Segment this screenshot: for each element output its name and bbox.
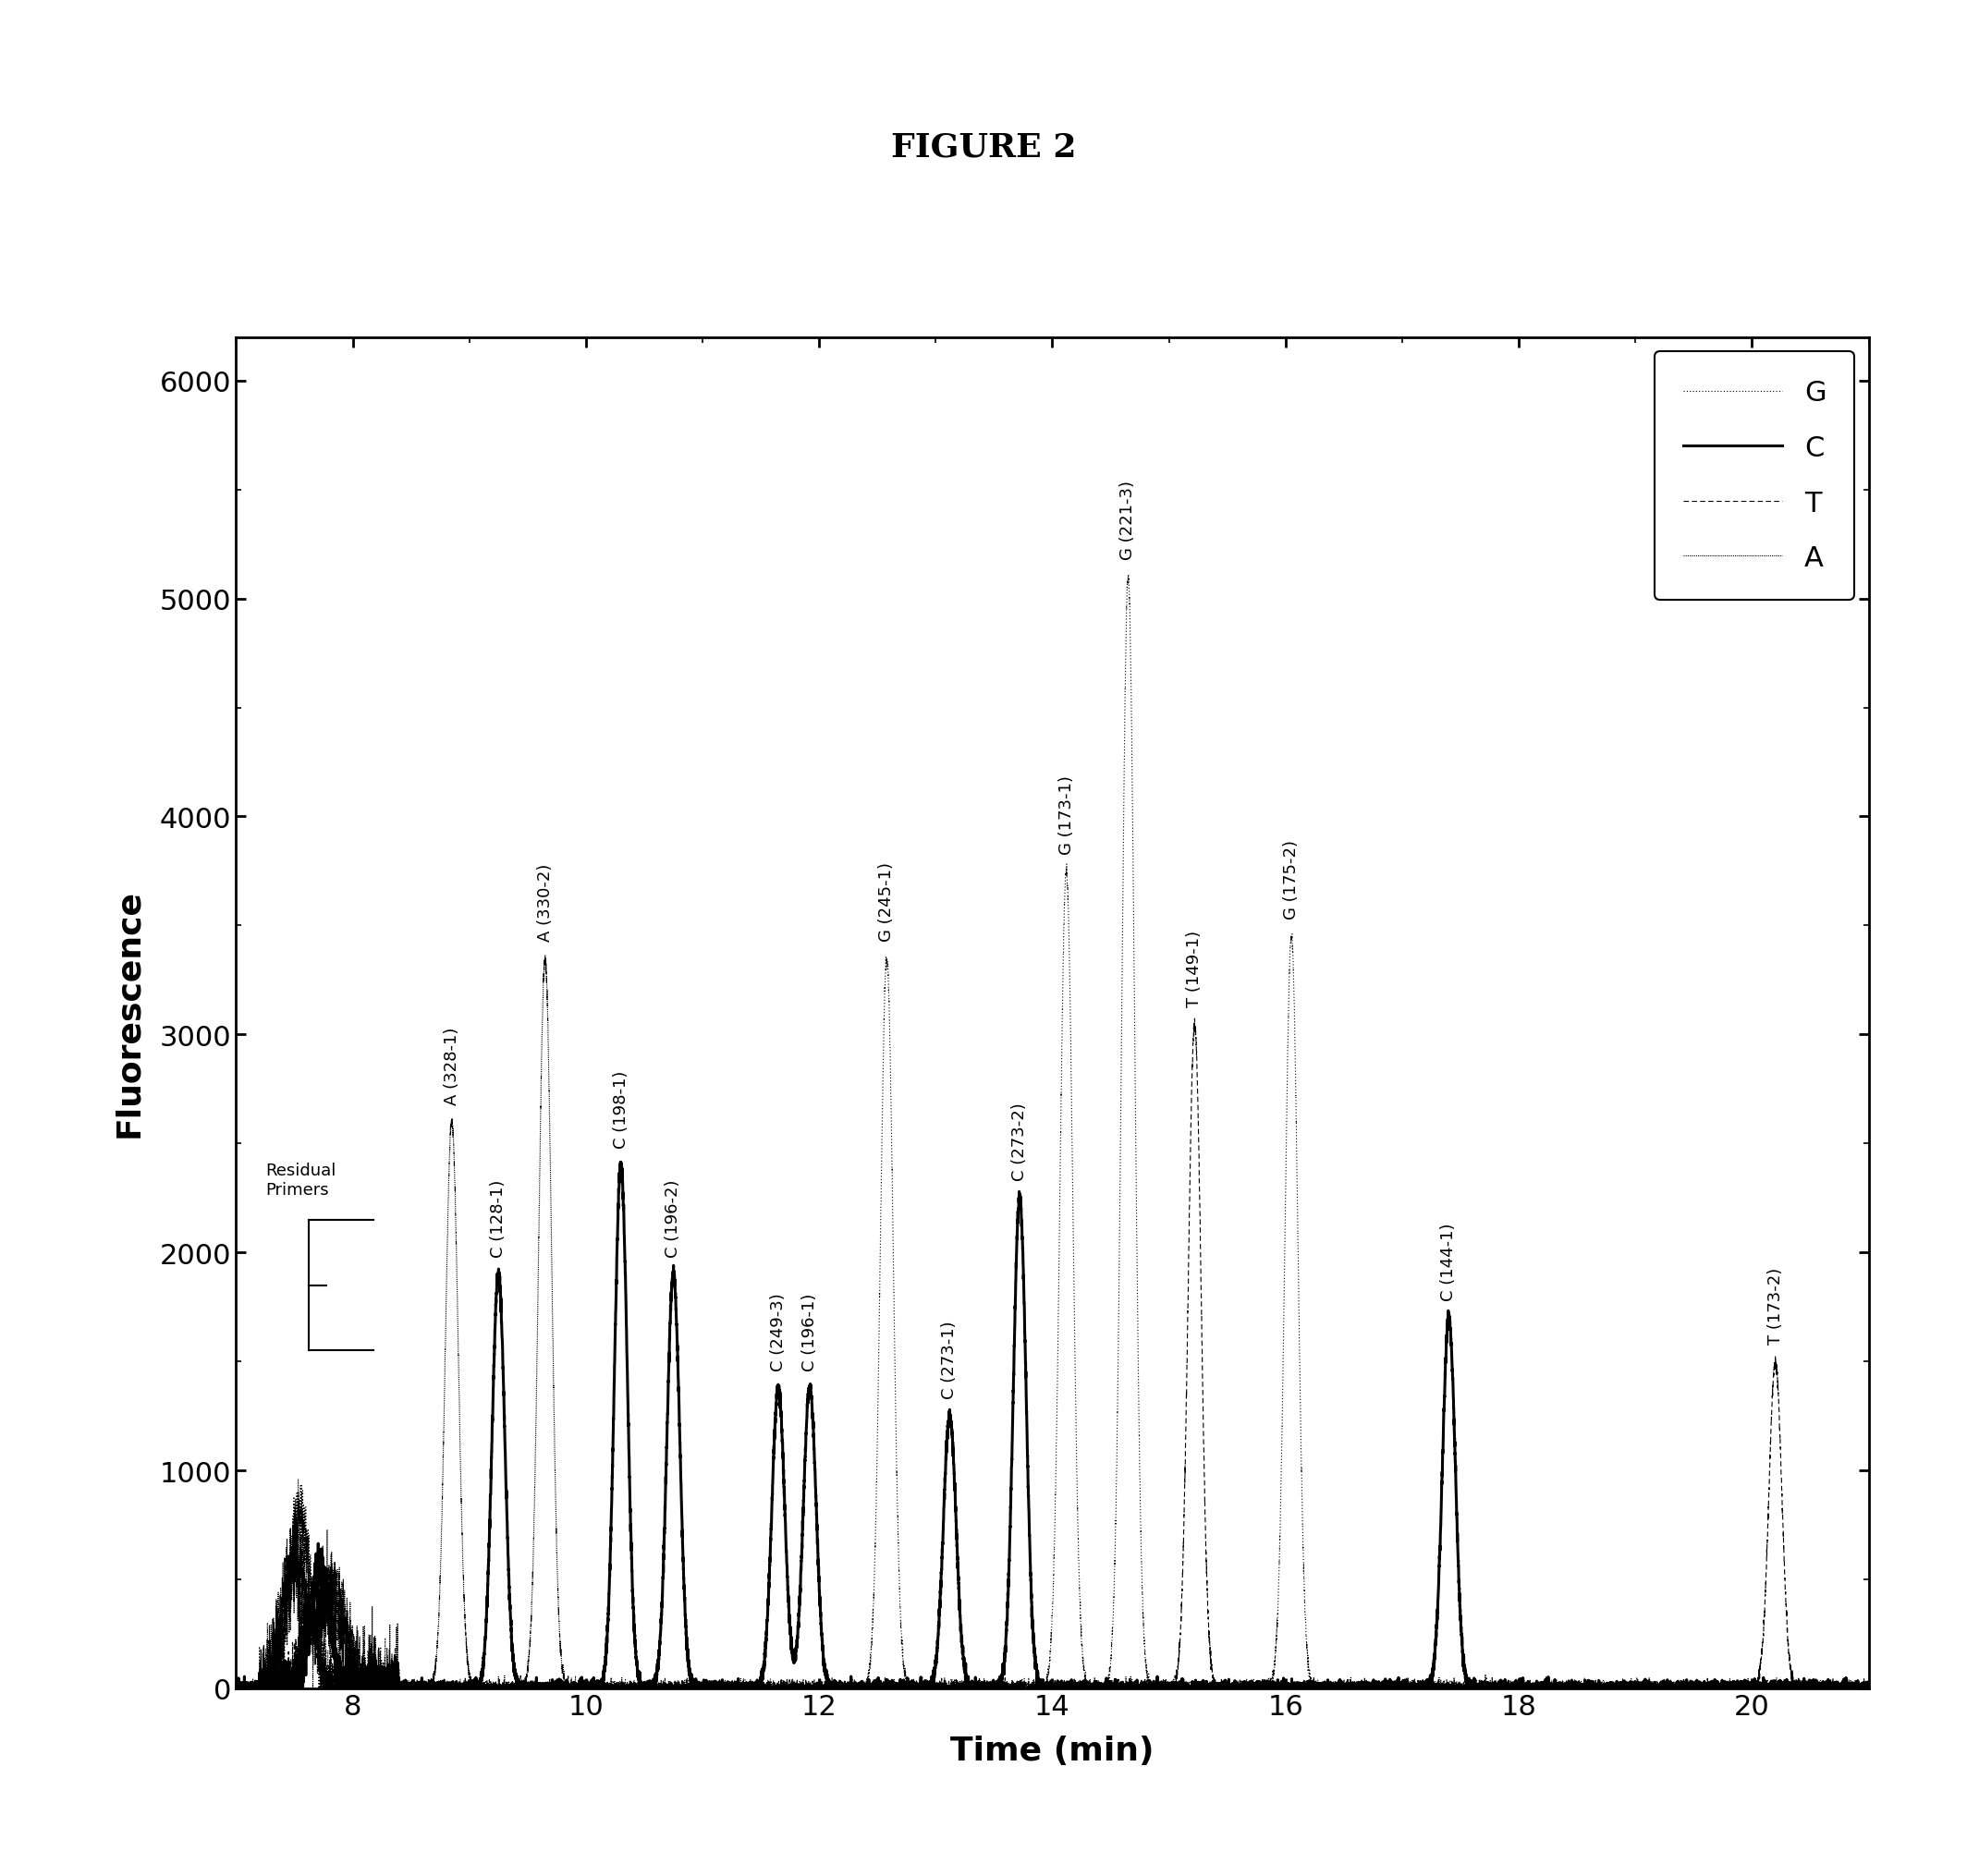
Text: Residual
Primers: Residual Primers [266, 1163, 336, 1199]
Text: T (173-2): T (173-2) [1766, 1268, 1784, 1345]
Text: C (273-2): C (273-2) [1011, 1103, 1029, 1180]
Text: C (128-1): C (128-1) [490, 1180, 507, 1257]
Text: C (198-1): C (198-1) [612, 1069, 629, 1148]
Text: G (245-1): G (245-1) [879, 861, 895, 942]
Text: T (149-1): T (149-1) [1186, 930, 1204, 1007]
Text: G (173-1): G (173-1) [1058, 775, 1074, 854]
Text: FIGURE 2: FIGURE 2 [891, 131, 1076, 163]
Text: C (273-1): C (273-1) [942, 1321, 958, 1399]
Legend: G, C, T, A: G, C, T, A [1654, 353, 1855, 600]
Text: C (196-2): C (196-2) [665, 1178, 683, 1257]
Text: A (328-1): A (328-1) [443, 1026, 460, 1105]
X-axis label: Time (min): Time (min) [950, 1735, 1155, 1767]
Text: C (144-1): C (144-1) [1440, 1223, 1458, 1300]
Y-axis label: Fluorescence: Fluorescence [112, 889, 144, 1137]
Text: G (175-2): G (175-2) [1282, 840, 1300, 919]
Text: C (249-3): C (249-3) [769, 1293, 787, 1369]
Text: A (330-2): A (330-2) [537, 863, 553, 942]
Text: C (196-1): C (196-1) [801, 1293, 818, 1369]
Text: G (221-3): G (221-3) [1119, 480, 1137, 559]
